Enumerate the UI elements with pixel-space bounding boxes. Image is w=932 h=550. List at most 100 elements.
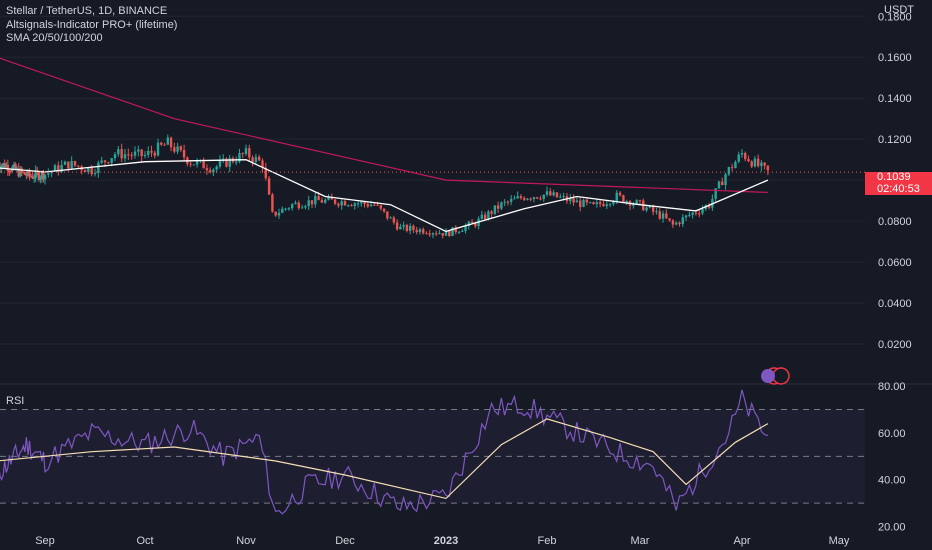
candle [618,192,622,196]
candle [408,225,412,231]
candle [73,160,77,166]
candle [555,192,559,198]
alert-icon[interactable] [761,367,790,385]
candle [241,153,244,155]
rsi-tick-label: 20.00 [878,521,906,533]
candle [376,204,379,206]
candle [727,167,731,175]
candle [205,168,209,171]
indicator-label[interactable]: Altsignals-Indicator PRO+ (lifetime) [6,18,178,31]
candle [545,191,549,195]
candle [5,164,8,169]
price-panel[interactable] [0,57,865,239]
candle [412,225,415,230]
candle [579,200,582,207]
rsi-panel[interactable] [0,389,865,515]
candle [137,149,140,152]
candle [665,213,668,219]
candle [382,208,386,212]
candle [539,198,542,200]
price-tick-label: 0.1600 [878,52,912,64]
price-tick-label: 0.0600 [878,257,912,269]
candle [734,161,737,169]
candle [123,154,127,159]
candle [464,226,467,231]
candle [500,202,503,209]
sma-label[interactable]: SMA 20/50/100/200 [6,32,103,44]
candle [441,233,444,236]
time-tick-label: Dec [335,535,355,547]
time-tick-label: Mar [631,535,650,547]
candle [402,224,405,227]
rsi-label[interactable]: RSI [6,395,25,407]
candle [522,197,526,200]
candle [67,161,70,169]
candle [208,170,212,173]
candle [347,205,350,207]
candle [287,208,291,210]
candle [14,164,17,170]
time-axis[interactable]: Sep Oct Nov Dec 2023 Feb Mar Apr May [35,535,850,547]
candle [588,202,592,204]
candle [192,164,196,166]
rsi-axis[interactable]: 20.00 40.00 60.00 80.00 [878,381,906,533]
candle [730,167,734,169]
candle [343,201,347,206]
candle [756,158,760,167]
candle [314,196,317,205]
candle [421,229,425,234]
candle [195,160,199,165]
candle [182,149,186,158]
price-tick-label: 0.1400 [878,93,912,105]
candles [0,134,770,239]
candle [90,167,93,175]
candle [622,195,625,203]
candle [261,160,264,168]
candle [605,204,608,207]
candle [526,198,529,200]
time-tick-label: May [829,535,850,547]
price-axis[interactable]: 0.02000.04000.06000.08000.10000.12000.14… [878,11,912,351]
candle [474,222,477,227]
candle [284,208,287,210]
candle [415,229,418,233]
candle [147,150,150,155]
candle [189,163,192,165]
candle [747,159,750,162]
candle [608,204,612,206]
rsi-tick-label: 60.00 [878,428,906,440]
candle [418,229,422,233]
candle [724,174,727,186]
chart-legend: Stellar / TetherUS, 1D, BINANCE Altsigna… [6,5,177,46]
candle [572,198,575,203]
candle [648,206,652,208]
candle [516,196,519,199]
candle [57,165,60,172]
candle [291,204,294,209]
candle [661,213,665,219]
candle [363,201,366,205]
candle [360,201,363,204]
candle [169,137,173,148]
rsi-ma-line [0,418,769,500]
symbol-title[interactable]: Stellar / TetherUS, 1D, BINANCE [6,5,168,17]
candle [277,212,281,216]
candle [529,198,532,200]
candle [379,205,383,209]
candle [519,196,523,198]
candle [60,164,63,172]
candle [327,196,330,200]
candle [612,201,615,205]
rsi-line [0,389,769,515]
candle [156,142,160,156]
candle [297,202,300,209]
candle [32,177,36,179]
candle [103,160,107,163]
candle [8,170,11,172]
candle [238,153,241,162]
candle [113,154,117,159]
candle [29,176,33,178]
candle [17,168,20,177]
time-tick-label: Feb [538,535,557,547]
